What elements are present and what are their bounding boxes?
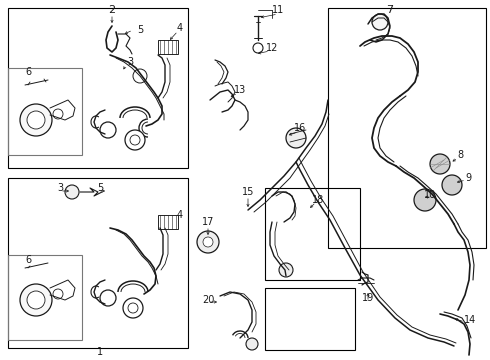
Bar bbox=[328, 8, 486, 248]
Bar bbox=[8, 68, 82, 155]
Circle shape bbox=[53, 289, 63, 299]
Circle shape bbox=[53, 109, 63, 119]
Circle shape bbox=[20, 104, 52, 136]
Text: 2: 2 bbox=[108, 5, 116, 15]
Text: 17: 17 bbox=[202, 217, 214, 227]
Bar bbox=[265, 188, 360, 280]
Circle shape bbox=[130, 135, 140, 145]
Circle shape bbox=[430, 154, 450, 174]
Circle shape bbox=[286, 128, 306, 148]
Circle shape bbox=[253, 43, 263, 53]
Text: 3: 3 bbox=[127, 57, 133, 67]
Text: 5: 5 bbox=[97, 183, 103, 193]
Text: 15: 15 bbox=[242, 187, 254, 197]
Circle shape bbox=[125, 130, 145, 150]
Text: 1: 1 bbox=[97, 347, 103, 357]
Circle shape bbox=[123, 298, 143, 318]
Text: 12: 12 bbox=[266, 43, 278, 53]
Circle shape bbox=[279, 263, 293, 277]
Text: 6: 6 bbox=[25, 67, 31, 77]
Text: 4: 4 bbox=[177, 210, 183, 220]
Text: 8: 8 bbox=[457, 150, 463, 160]
Circle shape bbox=[65, 185, 79, 199]
Text: 18: 18 bbox=[312, 195, 324, 205]
Text: 10: 10 bbox=[424, 190, 436, 200]
Text: 7: 7 bbox=[387, 5, 393, 15]
Circle shape bbox=[100, 122, 116, 138]
Text: 9: 9 bbox=[465, 173, 471, 183]
Text: 5: 5 bbox=[137, 25, 143, 35]
Text: 4: 4 bbox=[177, 23, 183, 33]
Text: 6: 6 bbox=[25, 255, 31, 265]
Circle shape bbox=[100, 290, 116, 306]
Circle shape bbox=[246, 338, 258, 350]
Text: 20: 20 bbox=[202, 295, 214, 305]
Text: 11: 11 bbox=[272, 5, 284, 15]
Circle shape bbox=[27, 111, 45, 129]
Bar bbox=[265, 288, 355, 350]
Circle shape bbox=[197, 231, 219, 253]
Circle shape bbox=[133, 69, 147, 83]
Text: 19: 19 bbox=[362, 293, 374, 303]
Circle shape bbox=[20, 284, 52, 316]
Bar bbox=[8, 8, 188, 168]
Circle shape bbox=[27, 291, 45, 309]
Bar bbox=[8, 255, 82, 340]
Circle shape bbox=[442, 175, 462, 195]
Circle shape bbox=[372, 14, 388, 30]
Bar bbox=[8, 178, 188, 348]
Circle shape bbox=[414, 189, 436, 211]
Text: 14: 14 bbox=[464, 315, 476, 325]
Bar bbox=[158, 215, 178, 229]
Circle shape bbox=[128, 303, 138, 313]
Bar bbox=[158, 40, 178, 54]
Text: 13: 13 bbox=[234, 85, 246, 95]
Text: 16: 16 bbox=[294, 123, 306, 133]
Text: 3: 3 bbox=[57, 183, 63, 193]
Circle shape bbox=[203, 237, 213, 247]
